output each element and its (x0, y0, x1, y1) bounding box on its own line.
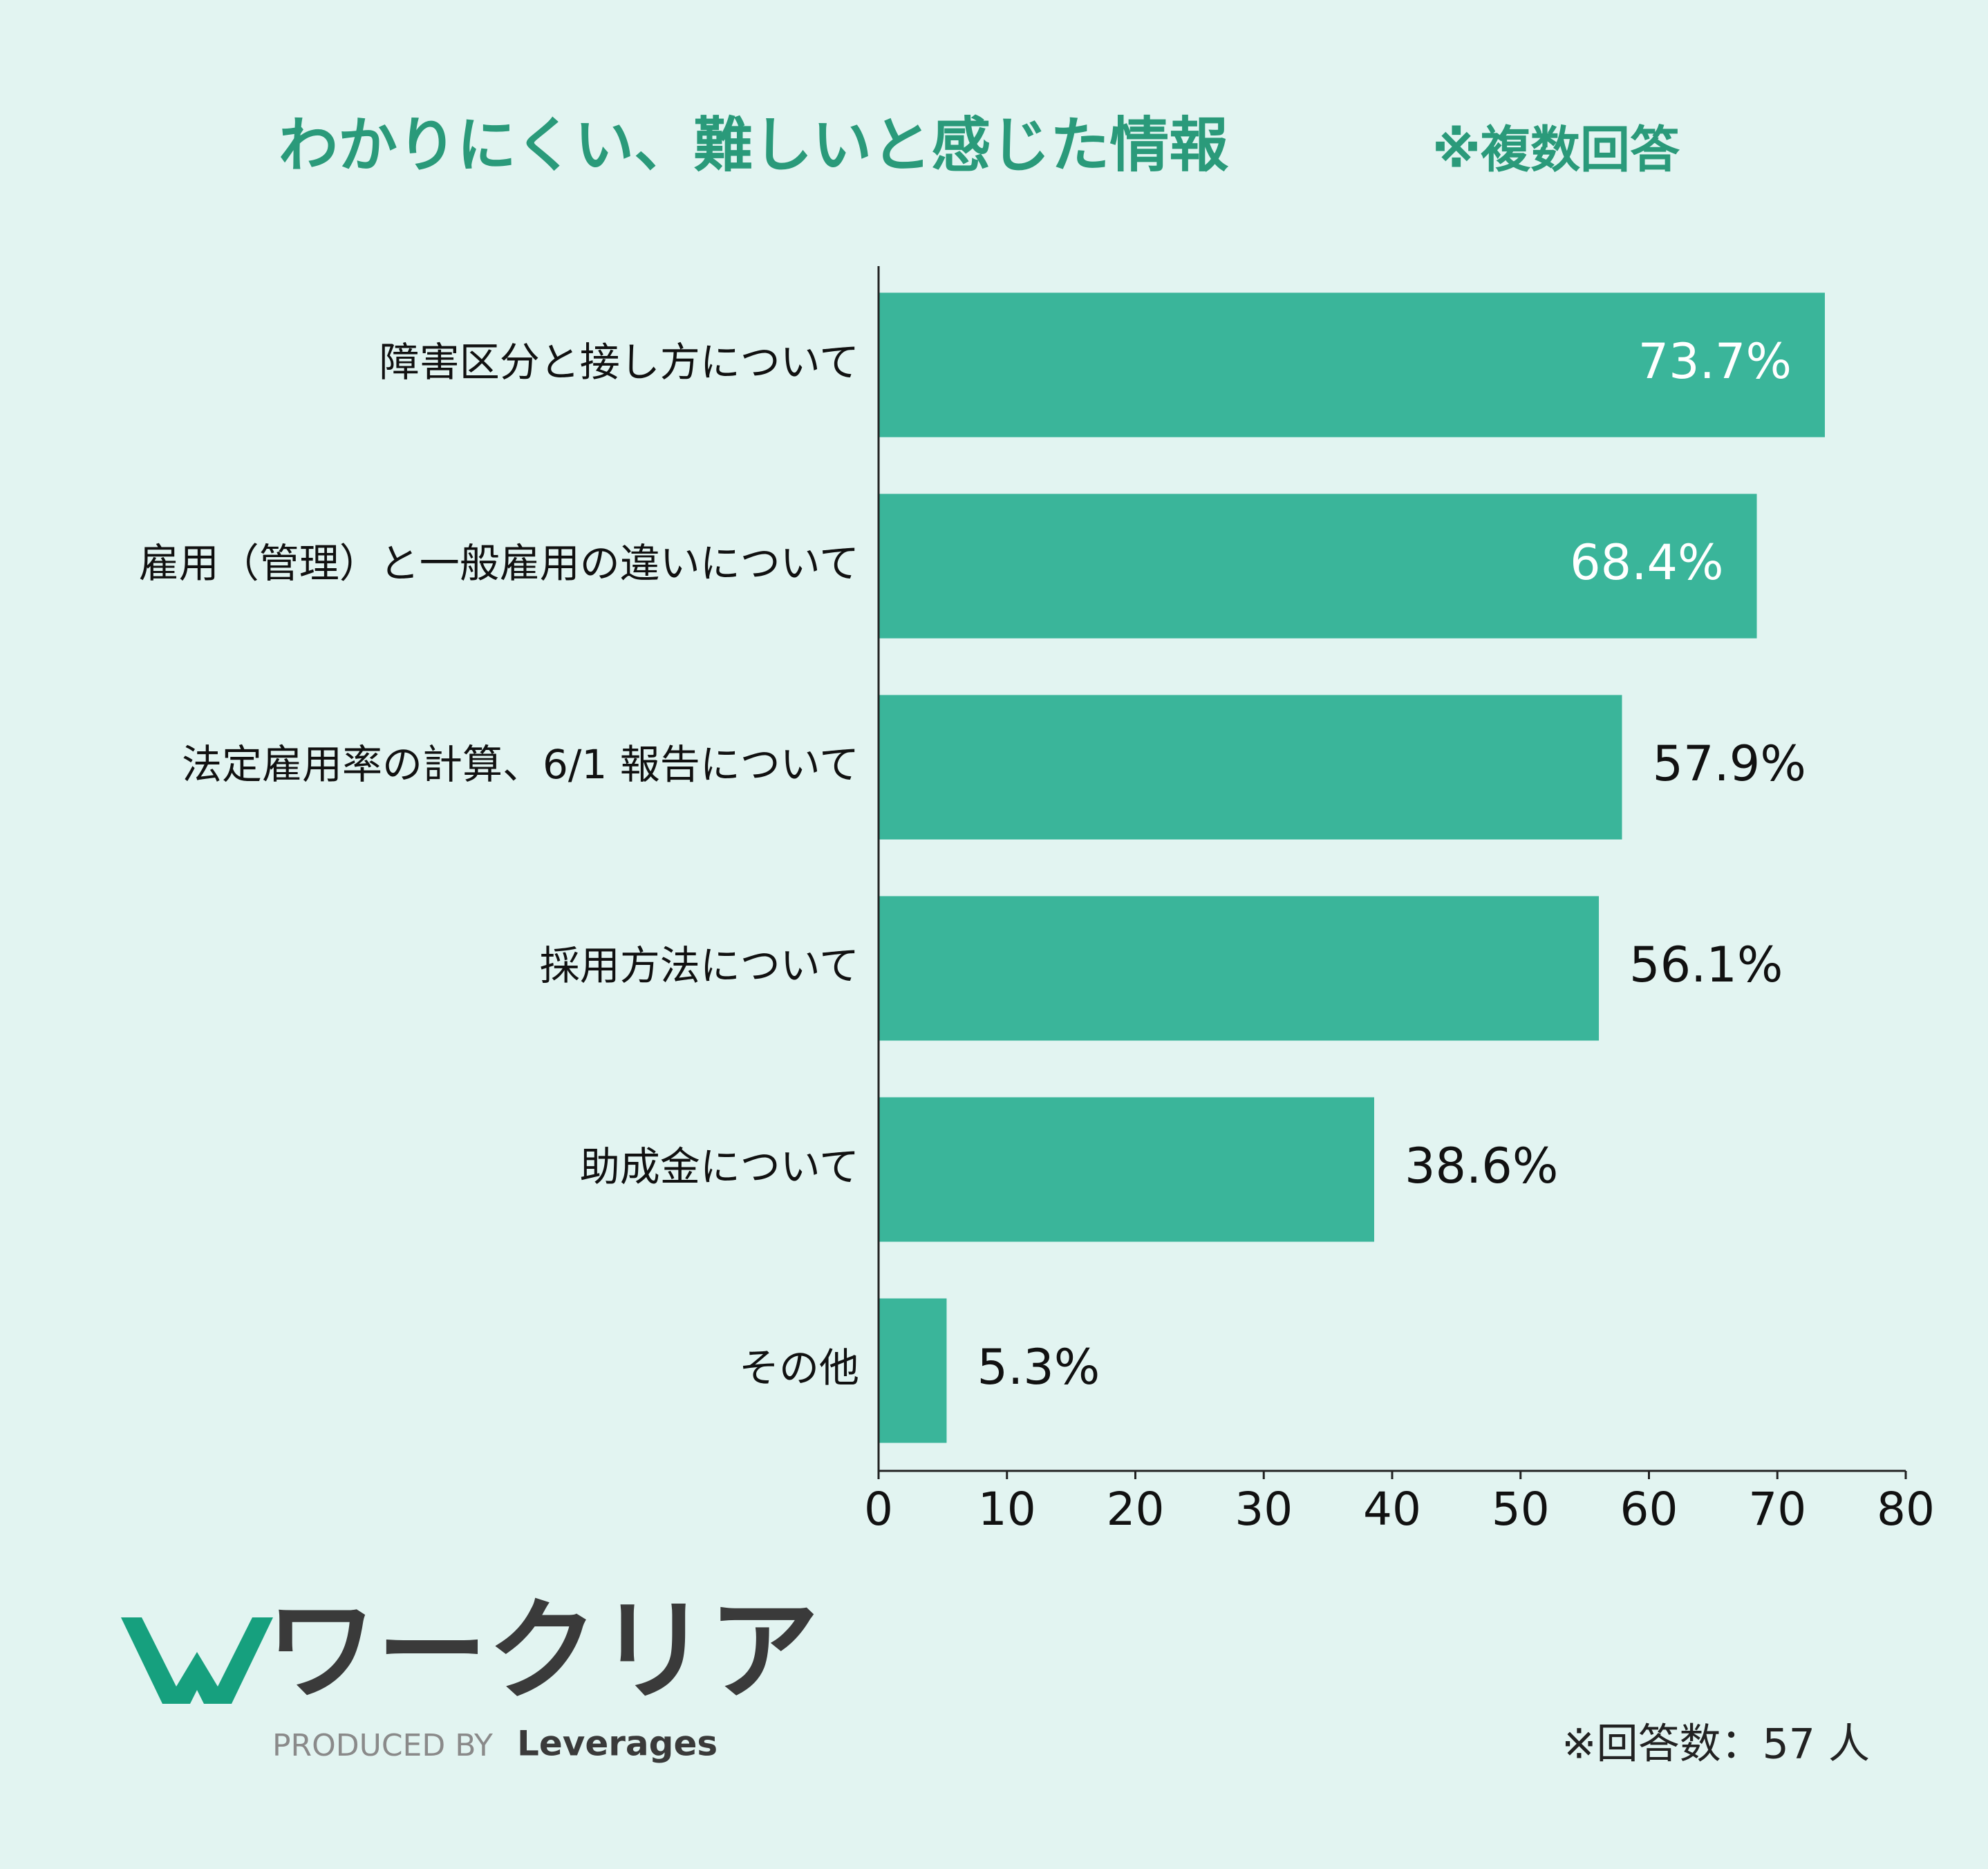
bar (879, 896, 1600, 1041)
value-label: 5.3% (977, 1339, 1100, 1396)
value-label: 38.6% (1405, 1138, 1558, 1194)
y-tick-label: 法定雇用率の計算、6/1 報告について (182, 741, 859, 788)
chart-title: わかりにくい、難しいと感じた情報 (279, 111, 1228, 180)
x-tick-label: 0 (864, 1483, 893, 1536)
logo-icon (121, 1617, 273, 1704)
value-label: 57.9% (1652, 735, 1806, 792)
logo-produced-by: PRODUCED BY (272, 1728, 493, 1763)
x-tick-label: 80 (1877, 1483, 1935, 1536)
x-tick-label: 30 (1235, 1483, 1293, 1536)
bar (879, 1097, 1374, 1242)
y-tick-label: その他 (739, 1344, 859, 1391)
y-tick-label: 障害区分と接し方について (379, 339, 859, 386)
logo-name: ワークリア (266, 1586, 819, 1716)
value-label: 73.7% (1638, 333, 1792, 390)
x-tick-label: 20 (1107, 1483, 1165, 1536)
bar (879, 1298, 947, 1443)
bar (879, 695, 1622, 840)
logo-company: Leverages (517, 1724, 718, 1764)
x-tick-label: 50 (1492, 1483, 1550, 1536)
y-tick-label: 採用方法について (540, 942, 859, 989)
x-tick-label: 40 (1363, 1483, 1421, 1536)
value-label: 56.1% (1629, 937, 1783, 993)
y-tick-label: 助成金について (580, 1143, 859, 1190)
x-tick-label: 60 (1620, 1483, 1678, 1536)
x-tick-label: 70 (1748, 1483, 1806, 1536)
chart-subtitle: ※複数回答 (1432, 121, 1680, 179)
bar (879, 494, 1757, 639)
x-tick-label: 10 (978, 1483, 1036, 1536)
value-label: 68.4% (1570, 534, 1723, 591)
bar (879, 292, 1825, 438)
logo: ワークリア PRODUCED BY Leverages (121, 1586, 819, 1764)
y-tick-label: 雇用（管理）と一般雇用の違いについて (139, 540, 859, 587)
annotation: ※回答数：57 人 (1562, 1720, 1870, 1769)
